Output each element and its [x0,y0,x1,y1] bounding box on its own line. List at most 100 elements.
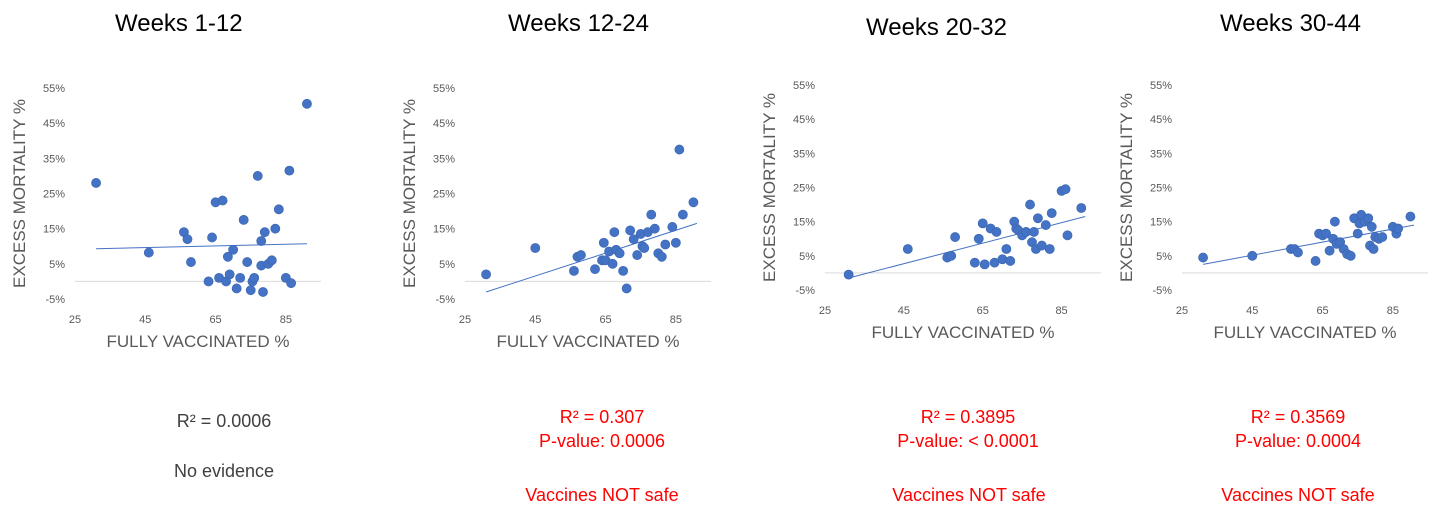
r-squared-4: R² = 0.3569 [1250,407,1346,427]
y-tick-label: 15% [793,217,815,229]
scatter-point [576,250,586,260]
scatter-point [1247,250,1258,261]
y-tick-label: 5% [799,251,815,263]
scatter-point [621,283,632,294]
verdict-1: No evidence [173,461,275,481]
scatter-point [203,276,214,287]
scatter-point [1033,213,1043,224]
y-axis-title-4: EXCESS MORTALITY % [1117,93,1136,282]
scatter-point [1345,250,1356,261]
scatter-point [569,265,579,276]
scatter-point [286,278,297,289]
y-axis-title-1: EXCESS MORTALITY % [10,99,29,288]
y-tick-label: 55% [433,83,455,95]
x-tick-label: 65 [599,314,611,326]
r-squared-2: R² = 0.307 [559,407,645,427]
scatter-point [259,227,270,238]
scatter-point [1025,199,1035,210]
scatter-point [979,259,990,270]
scatter-point [902,244,913,254]
scatter-point [530,243,541,253]
x-tick-label: 45 [1246,305,1258,317]
scatter-point [1044,244,1055,254]
chart-title-4: Weeks 30-44 [1220,10,1361,37]
scatter-point [625,225,636,236]
scatter-point [628,234,639,245]
scatter-point [1062,230,1073,241]
y-tick-label: 5% [49,259,65,271]
x-axis-title-2: FULLY VACCINATED % [497,332,680,351]
scatter-point [649,223,660,234]
scatter-point [1368,244,1379,254]
scatter-point [688,197,699,208]
scatter-point [646,209,657,220]
scatter-point [1366,221,1377,232]
scatter-point [1363,213,1374,224]
scatter-point [946,250,957,261]
scatter-point [670,237,681,248]
x-tick-label: 45 [529,314,541,326]
verdict-3: Vaccines NOT safe [892,485,1046,505]
scatter-point [1377,232,1388,242]
scatter-point [977,218,988,229]
x-axis-title-4: FULLY VACCINATED % [1214,323,1397,342]
x-tick-label: 25 [819,305,831,317]
scatter-point [1029,227,1039,237]
scatter-point [950,232,961,242]
x-tick-label: 45 [139,314,151,326]
x-tick-label: 25 [1176,305,1188,317]
scatter-point [1040,220,1051,230]
y-tick-label: -5% [435,294,455,306]
scatter-point [598,237,609,248]
y-tick-label: 25% [43,189,65,201]
r-squared-1: R² = 0.0006 [176,411,272,431]
scatter-point [677,209,688,220]
y-tick-label: -5% [45,294,65,306]
y-tick-label: 25% [793,183,815,195]
y-tick-label: 35% [43,153,65,165]
x-tick-label: 85 [1387,305,1399,317]
scatter-point [224,269,235,280]
scatter-point [1005,256,1016,266]
scatter-point [973,233,984,244]
scatter-point [1352,228,1363,239]
y-tick-label: 15% [1150,217,1172,229]
scatter-point [284,165,295,176]
x-tick-label: 65 [1316,305,1328,317]
scatter-point [1321,228,1331,239]
scatter-point [667,222,678,232]
y-tick-label: 5% [1156,251,1172,263]
p-value-4: P-value: 0.0004 [1234,431,1362,451]
trendline-1 [96,243,307,250]
scatter-point [607,258,618,269]
scatter-point [249,272,260,283]
y-tick-label: 35% [793,148,815,160]
scatter-point [252,171,263,181]
scatter-point [991,227,1002,237]
trendline-4 [1202,224,1415,265]
scatter-point [266,255,277,266]
y-tick-label: 35% [433,153,455,165]
x-tick-label: 65 [977,305,989,317]
scatter-point [632,250,643,260]
chart-title-3: Weeks 20-32 [866,14,1007,41]
y-tick-label: -5% [1152,285,1172,297]
x-tick-label: 85 [1055,305,1067,317]
y-tick-label: 45% [1150,114,1172,126]
scatter-point [91,178,101,188]
x-axis-title-1: FULLY VACCINATED % [107,332,290,351]
y-tick-label: 45% [433,118,455,130]
scatter-point [590,264,600,275]
scatter-point [1324,245,1335,256]
y-tick-label: 5% [439,259,455,271]
scatter-point [1076,203,1087,213]
scatter-point [273,204,284,215]
x-tick-label: 85 [280,314,292,326]
scatter-point [969,257,980,268]
y-tick-label: 25% [433,189,455,201]
p-value-2: P-value: 0.0006 [538,431,666,451]
scatter-point [1329,216,1340,227]
